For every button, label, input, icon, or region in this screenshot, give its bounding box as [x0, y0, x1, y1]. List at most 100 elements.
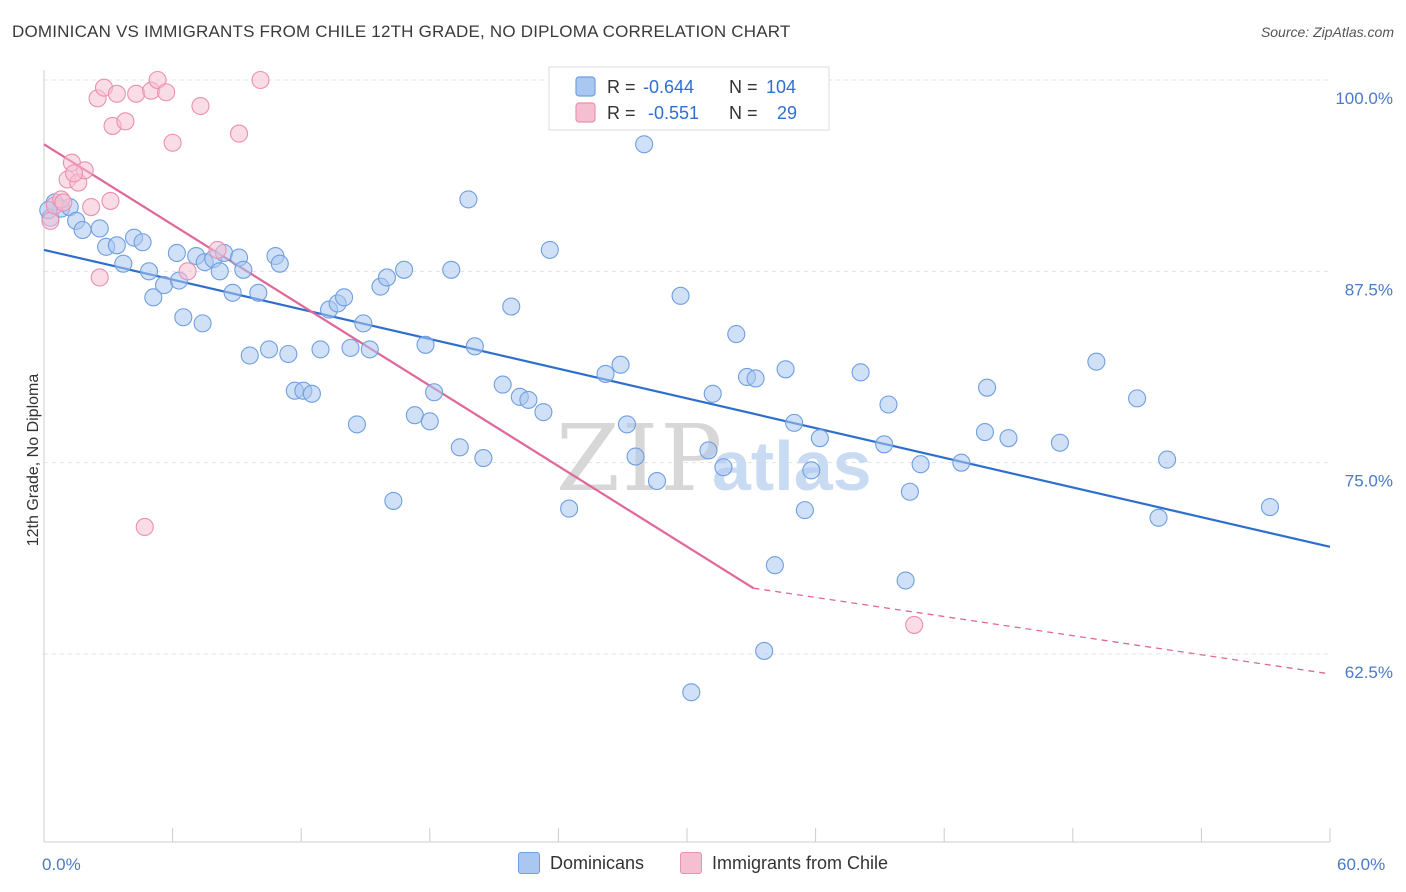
point-dominicans [493, 375, 512, 394]
point-dominicans [626, 447, 645, 466]
trend-line-chile [43, 143, 755, 590]
point-chile [41, 211, 60, 230]
point-chile [905, 615, 924, 634]
grid-lines [44, 79, 1330, 655]
legend-item-dominicans[interactable]: Dominicans [517, 852, 644, 874]
legend-r-label-2: R = [607, 103, 636, 123]
point-dominicans [727, 325, 746, 344]
point-chile [135, 517, 154, 537]
point-dominicans [1260, 498, 1280, 517]
y-tick-labels: 62.5% 75.0% 87.5% 100.0% [1335, 89, 1393, 682]
point-dominicans [699, 441, 718, 460]
y-tick-label: 100.0% [1335, 89, 1393, 108]
point-dominicans [354, 314, 373, 333]
legend-swatch-chile [575, 102, 596, 123]
point-dominicans [341, 338, 360, 357]
point-dominicans [1050, 433, 1069, 452]
legend-label-chile: Immigrants from Chile [712, 852, 889, 873]
point-dominicans [635, 135, 654, 154]
point-dominicans [442, 260, 461, 279]
point-dominicans [596, 364, 615, 383]
legend-n-label-2: N = [729, 103, 758, 123]
point-dominicans [107, 236, 126, 255]
point-dominicans [746, 369, 765, 388]
point-dominicans [647, 471, 667, 491]
watermark-atlas: atlas [712, 427, 872, 505]
point-dominicans [502, 297, 521, 316]
bottom-legend: Dominicans Immigrants from Chile [0, 852, 1406, 874]
point-dominicans [193, 314, 212, 333]
point-dominicans [952, 453, 971, 472]
point-dominicans [560, 499, 579, 518]
point-dominicans [154, 276, 174, 295]
point-dominicans [167, 243, 186, 263]
point-dominicans [540, 240, 559, 259]
point-dominicans [420, 412, 439, 431]
legend-r-label-1: R = [607, 77, 636, 97]
legend-swatch-chile-bottom [680, 852, 702, 874]
point-dominicans [174, 308, 193, 327]
point-chile [229, 124, 249, 143]
point-dominicans [765, 556, 784, 575]
point-dominicans [335, 288, 354, 307]
point-dominicans [999, 429, 1018, 448]
point-dominicans [875, 435, 894, 454]
point-dominicans [210, 262, 229, 281]
top-legend: R = -0.644 N = 104 R = -0.551 N = 29 [548, 66, 830, 131]
point-dominicans [465, 337, 484, 356]
point-dominicans [259, 340, 279, 359]
y-axis-label: 12th Grade, No Diploma [25, 374, 42, 547]
point-dominicans [896, 571, 915, 590]
legend-n-label-1: N = [729, 77, 758, 97]
point-dominicans [703, 384, 722, 403]
point-dominicans [755, 641, 774, 660]
trend-line-chile-extrapolated [753, 587, 1331, 675]
point-chile [178, 262, 197, 281]
point-chile [54, 193, 73, 212]
x-tick-min: 0.0% [42, 855, 81, 874]
point-chile [127, 84, 146, 103]
legend-item-chile[interactable]: Immigrants from Chile [680, 852, 888, 874]
point-dominicans [395, 260, 414, 279]
chart-title: DOMINICAN VS IMMIGRANTS FROM CHILE 12TH … [12, 22, 791, 41]
point-dominicans [519, 390, 538, 409]
point-dominicans [617, 415, 637, 434]
point-dominicans [311, 340, 330, 359]
point-dominicans [249, 283, 268, 302]
point-dominicans [240, 346, 259, 365]
point-dominicans [133, 233, 152, 252]
point-dominicans [302, 384, 321, 403]
point-dominicans [1149, 508, 1168, 527]
point-chile [148, 70, 167, 90]
point-chile [251, 70, 270, 90]
point-dominicans [474, 449, 493, 468]
point-dominicans [144, 288, 163, 307]
point-dominicans [139, 262, 159, 281]
point-dominicans [611, 355, 630, 374]
point-dominicans [534, 403, 553, 422]
point-chile [157, 83, 176, 102]
axes [43, 70, 1331, 843]
legend-r-value-2: -0.551 [648, 103, 699, 123]
point-dominicans [911, 455, 930, 474]
point-chile [163, 133, 182, 152]
point-dominicans [810, 429, 829, 448]
chart-source: Source: ZipAtlas.com [1260, 24, 1394, 40]
point-chile [82, 197, 101, 217]
point-dominicans [270, 254, 289, 273]
point-chile [101, 191, 120, 210]
point-dominicans [1087, 352, 1106, 371]
watermark: ZIP atlas [556, 405, 872, 512]
point-dominicans [879, 395, 898, 414]
point-dominicans [785, 413, 804, 432]
point-dominicans [405, 406, 424, 425]
point-chile [64, 164, 84, 183]
point-dominicans [416, 335, 435, 354]
data-points [39, 70, 1280, 702]
point-dominicans [360, 340, 379, 359]
point-dominicans [279, 344, 298, 364]
point-dominicans [377, 268, 396, 287]
point-dominicans [900, 482, 919, 501]
y-tick-label: 75.0% [1345, 472, 1393, 491]
